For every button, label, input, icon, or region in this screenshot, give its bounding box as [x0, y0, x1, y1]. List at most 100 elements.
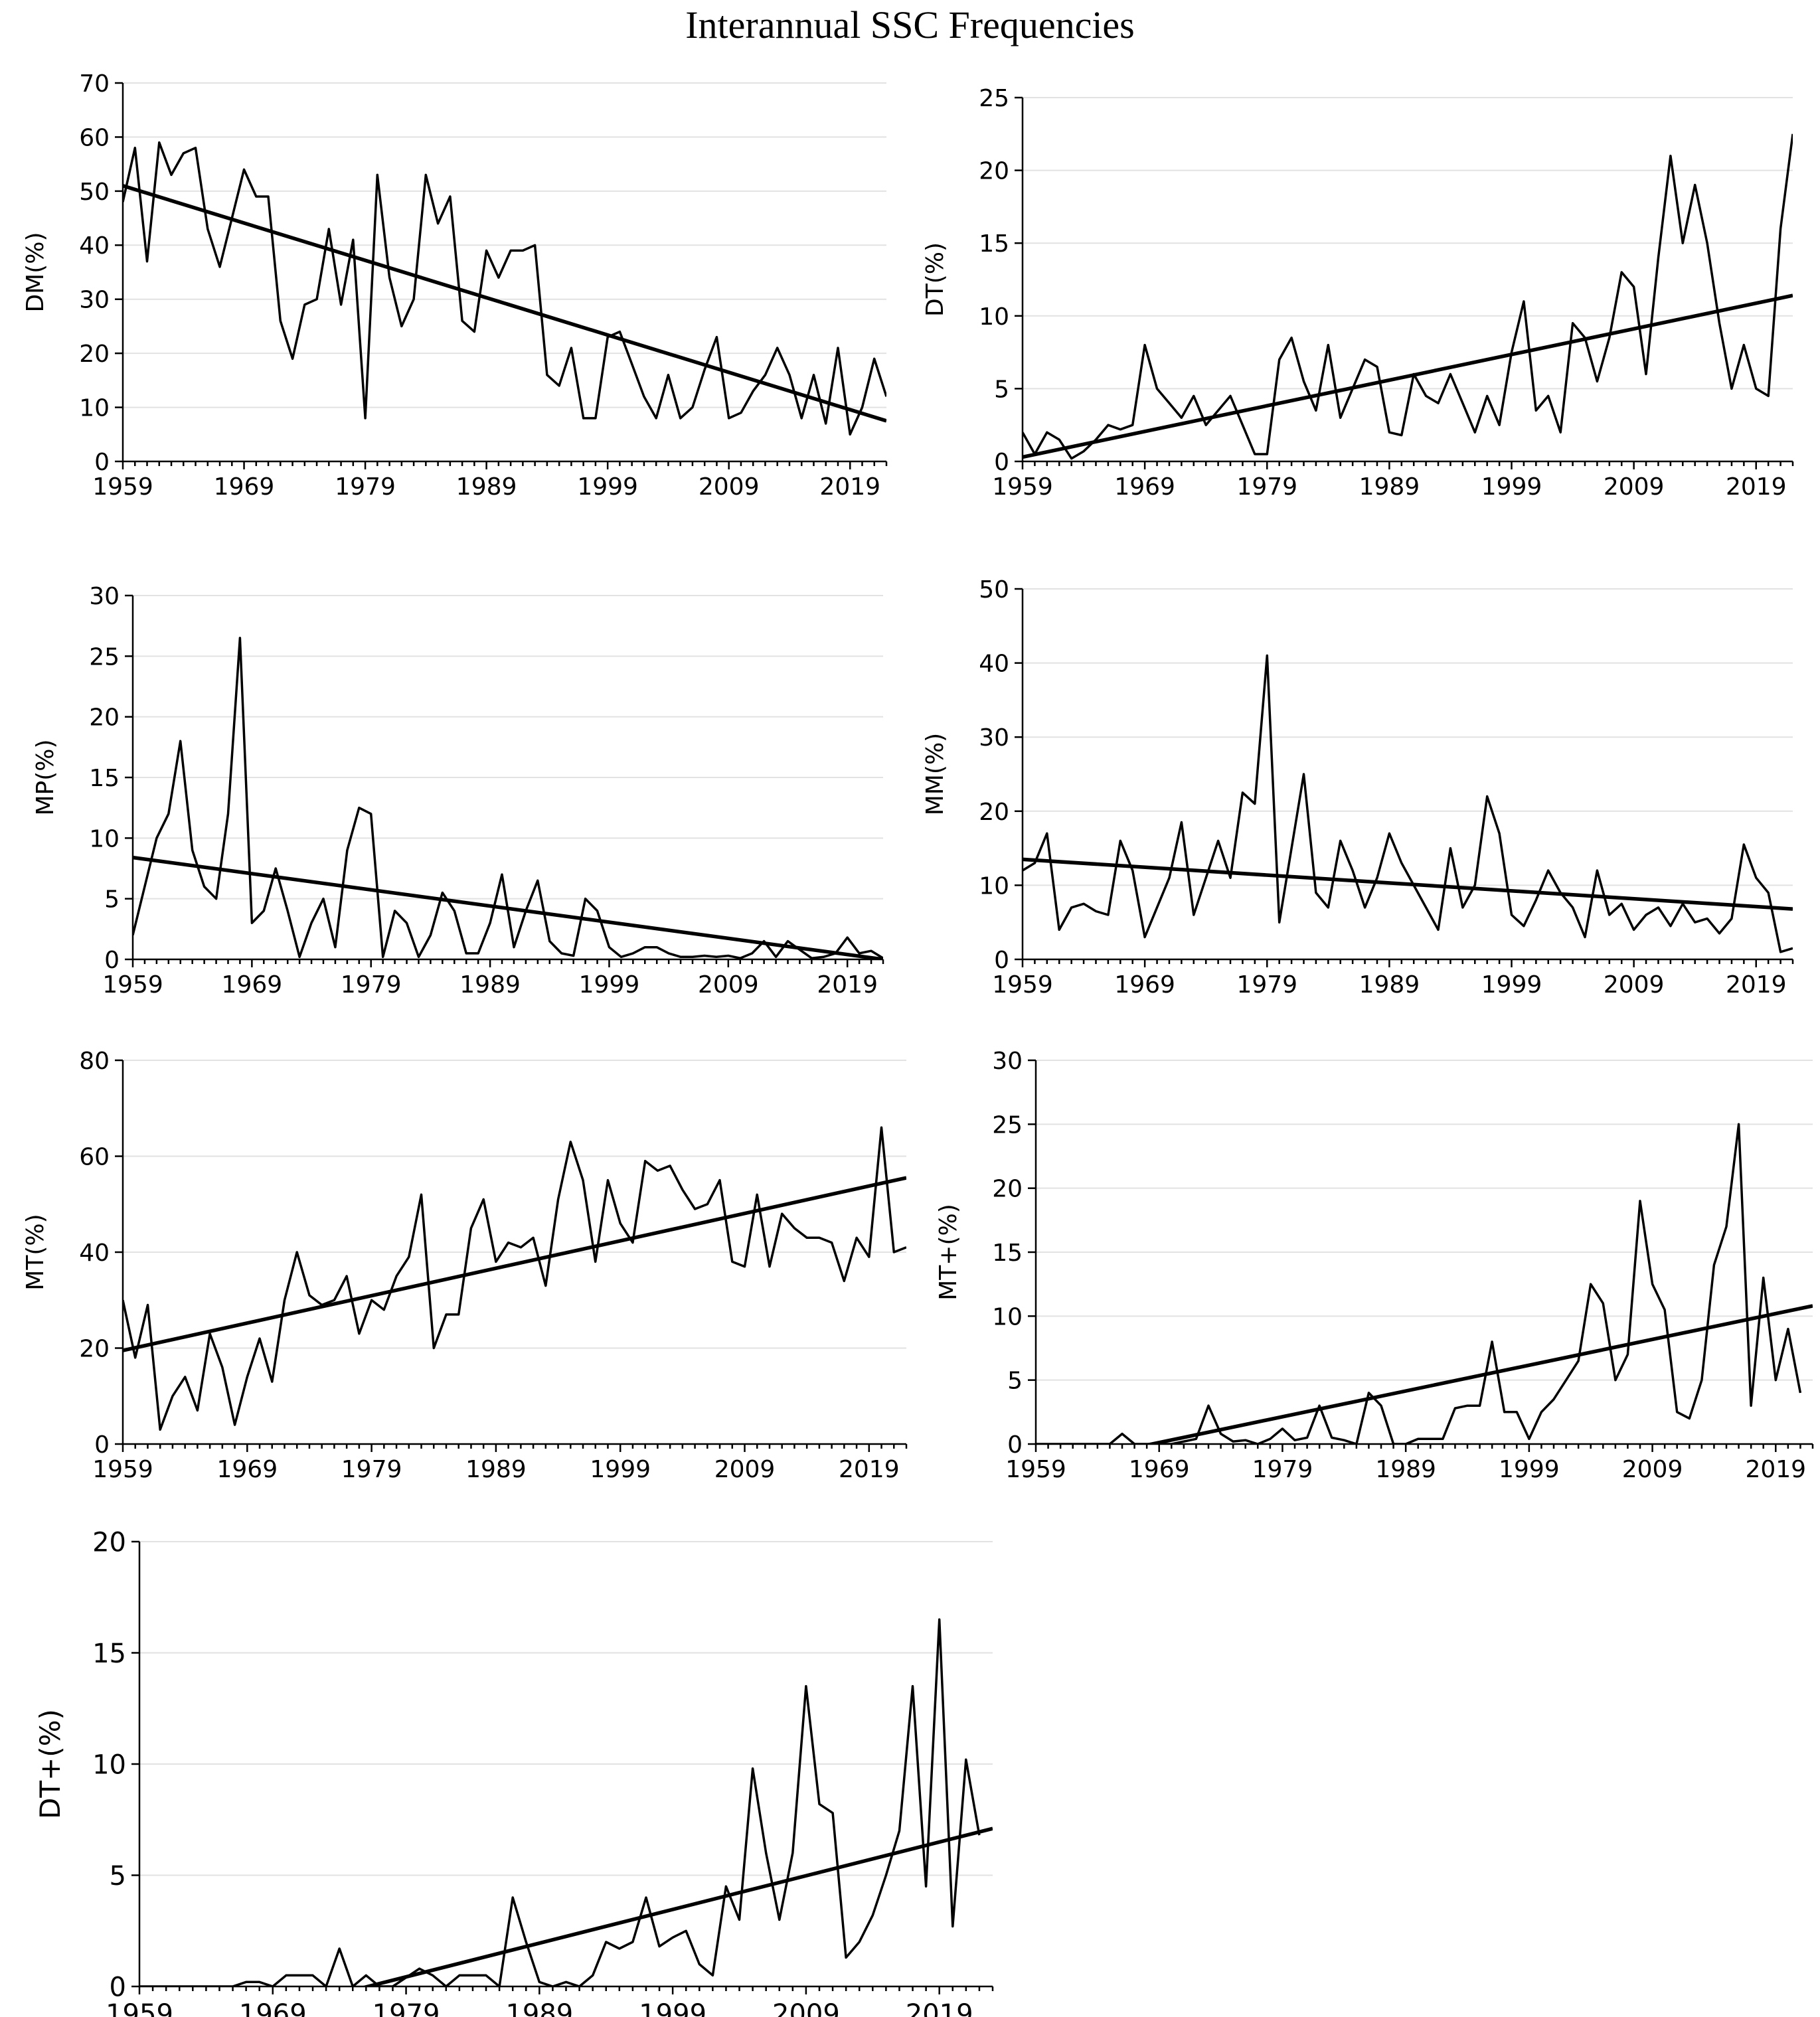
x-tick-label: 1979: [372, 1999, 440, 2017]
series-line-dtplus: [139, 1618, 981, 1986]
x-tick-label: 1969: [239, 1999, 307, 2017]
x-tick-label: 1959: [106, 1999, 173, 2017]
chart-svg-dm: 0 10 20 30 40 50 60 70 1959 1969 1979 1989 1999 2009 2…: [22, 70, 888, 501]
trend-line-dm: [123, 184, 886, 423]
x-tick-label: 1959: [92, 1456, 153, 1483]
x-tick-label: 1989: [1375, 1456, 1436, 1483]
y-tick-label: 15: [92, 1639, 126, 1669]
x-tick-label: 2009: [772, 1999, 840, 2017]
x-tick-label: 1969: [216, 1456, 278, 1483]
x-tick-label: 1959: [992, 473, 1053, 501]
chart-svg-dtplus: 0 5 10 15 20 1959 1969 1979 1989 1999 2009 2019 DT+(…: [34, 1527, 994, 2017]
y-tick-label: 20: [979, 799, 1009, 826]
y-tick-label: 40: [79, 1240, 110, 1267]
y-tick-label: 20: [979, 158, 1009, 185]
y-tick-label: 20: [92, 1527, 126, 1558]
y-tick-label: 30: [992, 1048, 1023, 1075]
x-tick-label: 2019: [817, 971, 878, 999]
x-tick-label: 1979: [1236, 473, 1297, 501]
y-tick-label: 0: [1007, 1431, 1023, 1459]
trend-line-mt: [123, 1176, 906, 1352]
y-axis-label: DT+(%): [34, 1709, 66, 1819]
chart-svg-dt: 0 5 10 15 20 25 1959 1969 1979 1989 1999 2009 2019 DT…: [922, 85, 1794, 501]
x-tick-label: 1989: [459, 971, 521, 999]
x-tick-label: 1999: [1481, 971, 1542, 999]
x-tick-label: 1979: [341, 1456, 402, 1483]
y-tick-label: 50: [979, 576, 1009, 604]
y-tick-label: 10: [979, 303, 1009, 331]
trend-line-mm: [1023, 857, 1793, 911]
y-tick-label: 0: [994, 449, 1009, 476]
series-line-mtplus: [1036, 1123, 1802, 1444]
y-tick-label: 30: [979, 724, 1009, 752]
x-tick-label: 2009: [699, 473, 760, 501]
y-tick-label: 15: [992, 1240, 1023, 1267]
x-tick-label: 2009: [1604, 971, 1665, 999]
x-tick-label: 1999: [1481, 473, 1542, 501]
x-tick-label: 1959: [1005, 1456, 1066, 1483]
y-axis-label: DM(%): [22, 232, 49, 312]
x-tick-label: 1959: [92, 473, 153, 501]
y-axis-label: DT(%): [922, 242, 949, 317]
chart-svg-mm: 0 10 20 30 40 50 1959 1969 1979 1989 1999 2009 2019 M…: [922, 576, 1794, 999]
chart-svg-mp: 0 5 10 15 20 25 30 1959 1969 1979 1989 1999 2009 2019…: [32, 583, 884, 999]
y-tick-label: 10: [89, 825, 120, 852]
y-tick-label: 30: [79, 287, 110, 314]
x-tick-label: 1999: [1499, 1456, 1560, 1483]
y-tick-label: 40: [79, 232, 110, 260]
x-tick-label: 1969: [222, 971, 283, 999]
y-tick-label: 10: [992, 1303, 1023, 1331]
x-tick-label: 1969: [214, 473, 275, 501]
x-tick-label: 1969: [1129, 1456, 1190, 1483]
y-tick-label: 0: [104, 947, 120, 974]
x-tick-label: 2009: [1604, 473, 1665, 501]
x-tick-label: 1969: [1114, 473, 1175, 501]
y-tick-label: 5: [104, 886, 120, 914]
y-tick-label: 0: [110, 1972, 126, 2002]
y-tick-label: 60: [79, 124, 110, 151]
series-line-mt: [123, 1126, 906, 1431]
y-tick-label: 40: [979, 651, 1009, 678]
y-tick-label: 10: [79, 395, 110, 422]
y-tick-label: 25: [89, 643, 120, 671]
x-tick-label: 2009: [1622, 1456, 1683, 1483]
y-axis-label: MM(%): [922, 733, 949, 815]
trend-line-mtplus: [1143, 1304, 1813, 1444]
chart-dtplus: 0 5 10 15 20 1959 1969 1979 1989 1999 2009 2019 DT+(…: [0, 1514, 996, 2017]
x-tick-label: 1999: [590, 1456, 651, 1483]
trend-line-dt: [1023, 293, 1793, 459]
x-tick-label: 1989: [1359, 473, 1420, 501]
y-axis-label: MP(%): [32, 739, 59, 815]
figure-title: Interannual SSC Frequencies: [685, 3, 1135, 46]
x-tick-label: 1989: [465, 1456, 527, 1483]
x-tick-label: 1999: [639, 1999, 706, 2017]
series-line-mp: [133, 637, 883, 959]
y-tick-label: 15: [89, 765, 120, 792]
chart-dt: 0 5 10 15 20 25 1959 1969 1979 1989 1999 2009 2019 DT…: [910, 63, 1816, 521]
y-tick-label: 70: [79, 70, 110, 98]
x-tick-label: 2019: [1726, 971, 1787, 999]
chart-mtplus: 0 5 10 15 20 25 30 1959 1969 1979 1989 1999 2009 2019…: [910, 1036, 1816, 1487]
x-tick-label: 1989: [1359, 971, 1420, 999]
chart-mt: 0 20 40 60 80 1959 1969 1979 1989 1999 2009 2019 MT(…: [0, 1036, 908, 1487]
y-tick-label: 10: [92, 1749, 126, 1780]
series-line-dm: [123, 141, 886, 436]
x-tick-label: 2009: [698, 971, 759, 999]
x-tick-label: 1969: [1114, 971, 1175, 999]
y-tick-label: 80: [79, 1048, 110, 1075]
y-tick-label: 20: [79, 341, 110, 368]
y-tick-label: 20: [992, 1176, 1023, 1203]
y-tick-label: 5: [994, 376, 1009, 403]
x-tick-label: 1989: [456, 473, 517, 501]
y-tick-label: 5: [110, 1861, 126, 1892]
y-axis-label: MT(%): [22, 1214, 49, 1290]
x-tick-label: 1989: [505, 1999, 573, 2017]
y-tick-label: 50: [79, 179, 110, 206]
y-tick-label: 0: [94, 449, 110, 476]
x-tick-label: 2019: [1726, 473, 1787, 501]
y-tick-label: 25: [979, 85, 1009, 112]
chart-mp: 0 5 10 15 20 25 30 1959 1969 1979 1989 1999 2009 2019…: [0, 558, 906, 999]
y-tick-label: 60: [79, 1143, 110, 1170]
x-tick-label: 1979: [335, 473, 396, 501]
y-tick-label: 25: [992, 1111, 1023, 1139]
